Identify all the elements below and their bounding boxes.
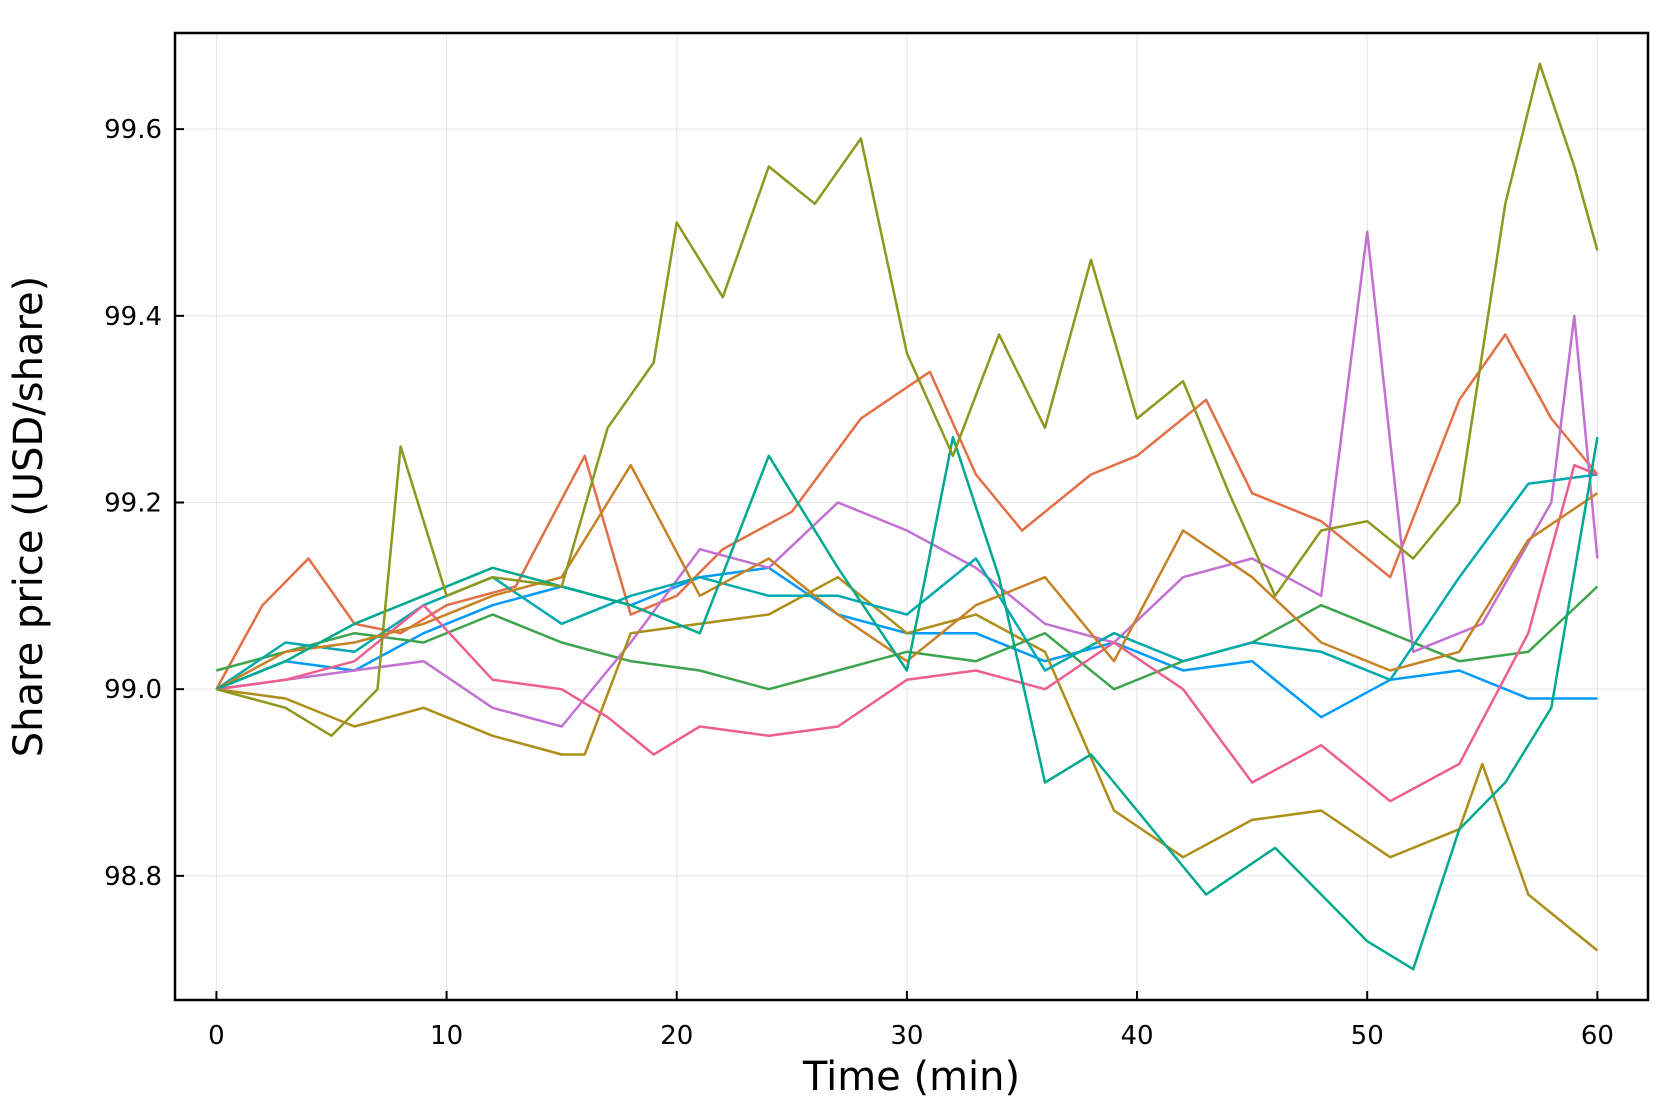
x-tick-label: 40 <box>1121 1021 1154 1051</box>
axis-ticks: 0 10 20 30 40 50 60 98.8 99.0 99.2 99.4 99.6 <box>104 115 1614 1051</box>
y-axis-title: Share price (USD/share) <box>6 276 52 757</box>
x-tick-label: 0 <box>208 1021 225 1051</box>
x-tick-label: 30 <box>890 1021 923 1051</box>
y-tick-label: 99.0 <box>104 675 162 705</box>
y-tick-label: 99.2 <box>104 488 162 518</box>
series-line-4 <box>216 230 1599 728</box>
grid-lines <box>175 33 1648 1000</box>
plot-frame <box>173 31 1650 1002</box>
x-tick-label: 10 <box>430 1021 463 1051</box>
x-tick-label: 50 <box>1351 1021 1384 1051</box>
x-axis-title: Time (min) <box>802 1054 1020 1100</box>
series-line-7 <box>216 463 1598 803</box>
series-line-10 <box>216 62 1599 738</box>
y-tick-label: 99.6 <box>104 115 162 145</box>
series-layer <box>215 62 1599 971</box>
series-line-9 <box>215 435 1599 971</box>
x-tick-label: 60 <box>1581 1021 1614 1051</box>
y-tick-label: 99.4 <box>104 302 162 332</box>
series-line-5 <box>216 575 1599 952</box>
series-line-8 <box>215 463 1599 691</box>
y-tick-label: 98.8 <box>104 862 162 892</box>
x-tick-label: 20 <box>660 1021 693 1051</box>
series-line-3 <box>216 585 1599 691</box>
